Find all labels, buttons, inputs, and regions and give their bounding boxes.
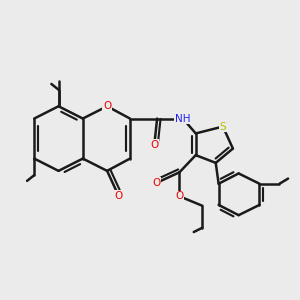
Text: NH: NH (175, 114, 190, 124)
Text: O: O (150, 140, 158, 150)
Text: O: O (103, 101, 111, 111)
Text: O: O (114, 191, 123, 201)
Text: O: O (152, 178, 161, 188)
Text: S: S (220, 122, 226, 132)
Text: O: O (175, 191, 184, 201)
